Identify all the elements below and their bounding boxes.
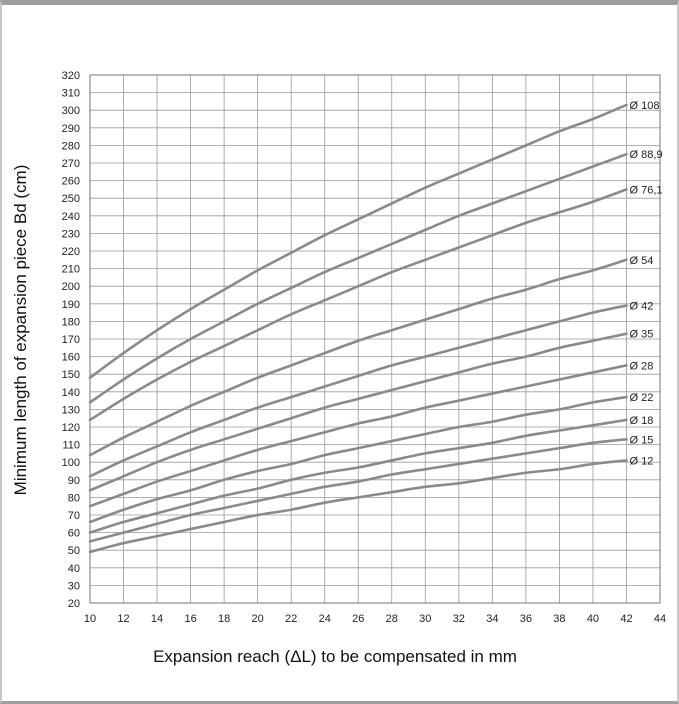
- x-tick-label: 36: [520, 613, 532, 625]
- x-tick-labels: 10 12 14 16 18 20 22 24 26 28 30 32 34 36 38 40 42 44: [84, 613, 666, 625]
- y-tick-label: 110: [62, 440, 80, 452]
- x-tick-label: 42: [620, 613, 632, 625]
- y-tick-label: 290: [62, 123, 80, 135]
- y-tick-label: 320: [62, 70, 80, 82]
- y-tick-label: 40: [68, 563, 80, 575]
- series-label: Ø 88,9: [629, 149, 662, 161]
- y-tick-label: 260: [62, 176, 80, 188]
- y-tick-label: 30: [68, 580, 80, 592]
- series-label: Ø 42: [629, 301, 653, 313]
- y-tick-label: 210: [62, 264, 80, 276]
- x-tick-label: 24: [319, 613, 331, 625]
- x-tick-label: 32: [453, 613, 465, 625]
- series-line: [88, 438, 628, 543]
- x-tick-label: 16: [184, 613, 196, 625]
- series-line: [88, 152, 628, 404]
- y-tick-label: 230: [62, 228, 80, 240]
- series-label: Ø 18: [629, 415, 653, 427]
- y-tick-label: 60: [68, 528, 80, 540]
- series-line: [88, 364, 628, 508]
- series-label: Ø 76,1: [629, 184, 662, 196]
- y-tick-label: 120: [62, 422, 80, 434]
- y-tick-label: 200: [62, 281, 80, 293]
- x-tick-label: 28: [386, 613, 398, 625]
- x-tick-label: 20: [252, 613, 264, 625]
- y-tick-label: 250: [62, 193, 80, 205]
- series-label: Ø 15: [629, 434, 653, 446]
- y-tick-label: 190: [62, 299, 80, 311]
- series-lines: [88, 103, 628, 554]
- y-tick-label: 90: [68, 475, 80, 487]
- y-tick-label: 180: [62, 316, 80, 328]
- x-tick-label: 14: [151, 613, 163, 625]
- series-line: [88, 304, 628, 478]
- y-tick-label: 20: [68, 598, 80, 610]
- y-tick-label: 300: [62, 105, 80, 117]
- series-line: [88, 395, 628, 524]
- y-tick-label: 150: [62, 369, 80, 381]
- y-tick-label: 220: [62, 246, 80, 258]
- series-line: [88, 188, 628, 422]
- series-line: [88, 332, 628, 492]
- x-tick-label: 38: [553, 613, 565, 625]
- series-label: Ø 22: [629, 392, 653, 404]
- plot-border: [89, 74, 661, 604]
- series-line: [88, 258, 628, 457]
- x-tick-label: 18: [218, 613, 230, 625]
- y-tick-label: 100: [62, 457, 80, 469]
- series-label: Ø 108: [629, 100, 659, 112]
- x-tick-label: 10: [84, 613, 96, 625]
- series-label: Ø 54: [629, 255, 653, 267]
- series-label: Ø 28: [629, 360, 653, 372]
- series-line: [88, 418, 628, 534]
- y-tick-label: 130: [62, 404, 80, 416]
- series-label: Ø 12: [629, 455, 653, 467]
- x-axis-title: Expansion reach (ΔL) to be compensated i…: [153, 647, 517, 666]
- y-axis-title: Minimum length of expansion piece Bd (cm…: [11, 165, 30, 496]
- x-tick-label: 30: [419, 613, 431, 625]
- y-tick-label: 240: [62, 211, 80, 223]
- x-tick-label: 12: [117, 613, 129, 625]
- series-line: [88, 103, 628, 380]
- x-tick-label: 26: [352, 613, 364, 625]
- y-tick-labels: 20 30 40 50 60 70 80 90 100 110 120 130 140 150 160 170…: [62, 70, 80, 610]
- y-tick-label: 270: [62, 158, 80, 170]
- series-label: Ø 35: [629, 329, 653, 341]
- chart-grid: [89, 74, 661, 604]
- y-tick-label: 70: [68, 510, 80, 522]
- x-tick-label: 44: [654, 613, 666, 625]
- x-tick-label: 34: [486, 613, 498, 625]
- y-tick-label: 50: [68, 545, 80, 557]
- x-tick-label: 22: [285, 613, 297, 625]
- y-tick-label: 170: [62, 334, 80, 346]
- y-tick-label: 310: [62, 88, 80, 100]
- x-tick-label: 40: [587, 613, 599, 625]
- y-tick-label: 280: [62, 140, 80, 152]
- y-tick-label: 140: [62, 387, 80, 399]
- y-tick-label: 160: [62, 352, 80, 364]
- y-tick-label: 80: [68, 492, 80, 504]
- series-labels: Ø 108 Ø 88,9 Ø 76,1 Ø 54 Ø 42 Ø 35 Ø 28 Ø 22 Ø 1…: [629, 100, 662, 468]
- series-line: [88, 459, 628, 554]
